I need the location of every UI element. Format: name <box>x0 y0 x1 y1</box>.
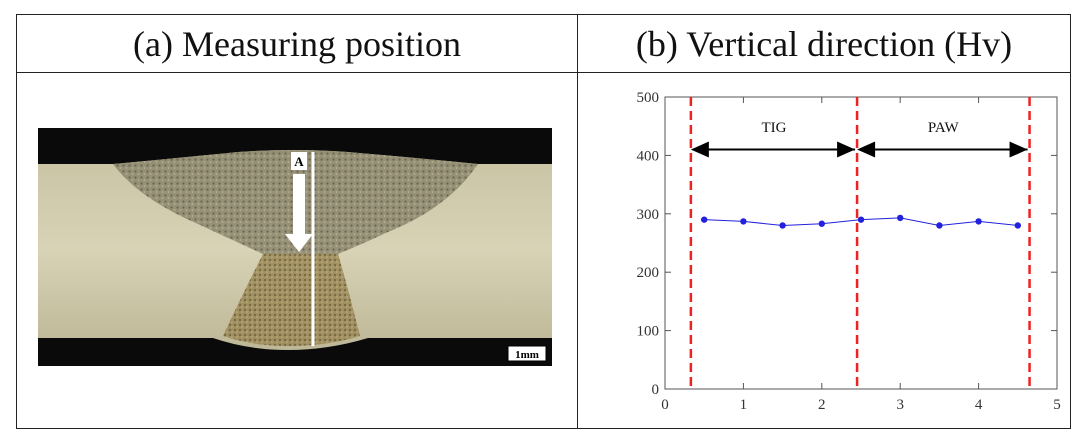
data-point <box>818 220 825 227</box>
section-label: PAW <box>928 120 960 136</box>
y-tick-label: 200 <box>637 265 660 281</box>
x-tick-label: 3 <box>896 397 904 413</box>
x-tick-label: 5 <box>1053 397 1061 413</box>
data-point <box>779 222 786 229</box>
data-point <box>701 216 708 223</box>
data-point <box>975 218 982 225</box>
scale-bar-label: 1mm <box>515 349 539 361</box>
x-tick-label: 0 <box>661 397 669 413</box>
panel-b-title: (b) Vertical direction (Hv) <box>635 23 1013 64</box>
hardness-chart: 0 1 2 3 4 5 0 100 200 300 400 500 TIG PAW <box>597 87 1067 430</box>
figure-frame: (a) Measuring position (b) Vertical dire… <box>16 14 1071 429</box>
data-point <box>1014 222 1021 229</box>
y-tick-label: 500 <box>637 90 660 106</box>
marker-label: A <box>294 154 304 169</box>
plot-frame <box>664 96 1058 390</box>
data-point <box>936 222 943 229</box>
chart-axes: 0 1 2 3 4 5 0 100 200 300 400 500 <box>637 90 1061 413</box>
section-annotations: TIG PAW <box>690 120 1028 158</box>
y-tick-label: 300 <box>637 207 660 223</box>
section-label: TIG <box>761 120 786 136</box>
y-tick-label: 100 <box>637 324 660 340</box>
column-divider <box>577 15 578 428</box>
panel-a-title: (a) Measuring position <box>133 23 461 64</box>
data-point <box>897 214 904 222</box>
section-boundaries <box>689 97 1031 389</box>
y-tick-label: 400 <box>637 148 660 164</box>
y-tick-label: 0 <box>652 382 660 398</box>
x-tick-label: 1 <box>740 397 748 413</box>
weld-cross-section-image: A 1mm <box>38 128 552 366</box>
data-point <box>857 216 865 223</box>
data-point <box>740 218 747 225</box>
header-divider <box>17 72 1070 73</box>
x-tick-label: 2 <box>818 397 826 413</box>
hardness-series <box>701 214 1021 229</box>
x-tick-label: 4 <box>975 397 983 413</box>
